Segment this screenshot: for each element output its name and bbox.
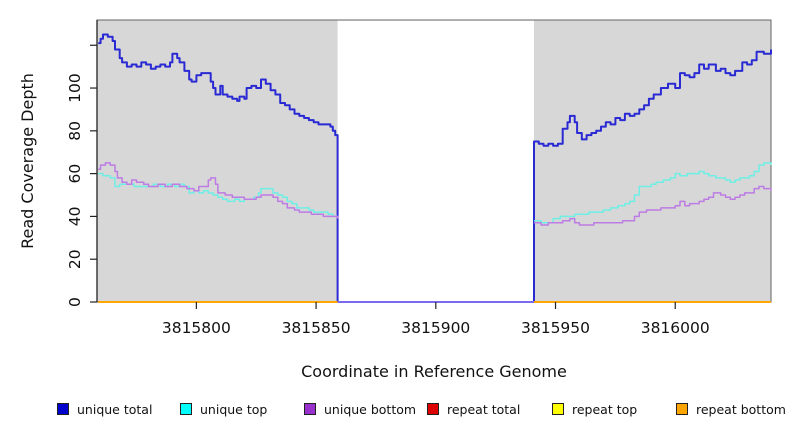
x-tick-label: 3815850 bbox=[282, 319, 351, 337]
series-unique-total bbox=[533, 49, 772, 302]
x-axis-title: Coordinate in Reference Genome bbox=[301, 362, 567, 381]
series-unique-top bbox=[534, 162, 772, 224]
masked-region bbox=[337, 20, 534, 302]
legend-item-repeat-bottom: repeat bottom bbox=[676, 401, 786, 417]
y-tick-label: 100 bbox=[66, 73, 84, 103]
x-tick-label: 3815900 bbox=[401, 319, 470, 337]
series-unique-bottom bbox=[534, 185, 772, 226]
y-tick-label: 20 bbox=[66, 249, 84, 269]
series-unique-bottom bbox=[98, 162, 339, 219]
legend-swatch-repeat-top bbox=[552, 403, 564, 415]
legend-swatch-repeat-total bbox=[427, 403, 439, 415]
legend-swatch-unique-bottom bbox=[304, 403, 316, 415]
legend-label-repeat-top: repeat top bbox=[572, 401, 638, 417]
y-tick-label: 0 bbox=[66, 297, 84, 307]
legend-label-unique-bottom: unique bottom bbox=[324, 401, 417, 417]
y-axis-title: Read Coverage Depth bbox=[18, 73, 37, 249]
legend-item-unique-bottom: unique bottom bbox=[304, 401, 416, 417]
y-tick-label: 40 bbox=[66, 207, 84, 227]
x-tick-label: 3816000 bbox=[641, 319, 710, 337]
legend-label-repeat-bottom: repeat bottom bbox=[696, 401, 786, 417]
x-tick-label: 3815800 bbox=[162, 319, 231, 337]
legend-swatch-repeat-bottom bbox=[676, 403, 688, 415]
y-tick-label: 80 bbox=[66, 121, 84, 141]
y-tick-label: 60 bbox=[66, 164, 84, 184]
series-unique-total bbox=[98, 33, 339, 302]
legend-swatch-unique-total bbox=[57, 403, 69, 415]
legend-swatch-unique-top bbox=[180, 403, 192, 415]
legend-label-unique-top: unique top bbox=[200, 401, 268, 417]
legend-label-repeat-total: repeat total bbox=[447, 401, 521, 417]
x-tick-label: 3815950 bbox=[521, 319, 590, 337]
chart-layer: 3815800 3815850 3815900 3815950 3816000 0 20 40… bbox=[66, 19, 772, 337]
legend-item-repeat-total: repeat total bbox=[427, 401, 520, 417]
legend-item-repeat-top: repeat top bbox=[552, 401, 637, 417]
legend-item-unique-total: unique total bbox=[57, 401, 152, 417]
legend-label-unique-total: unique total bbox=[77, 401, 153, 417]
legend-item-unique-top: unique top bbox=[180, 401, 267, 417]
